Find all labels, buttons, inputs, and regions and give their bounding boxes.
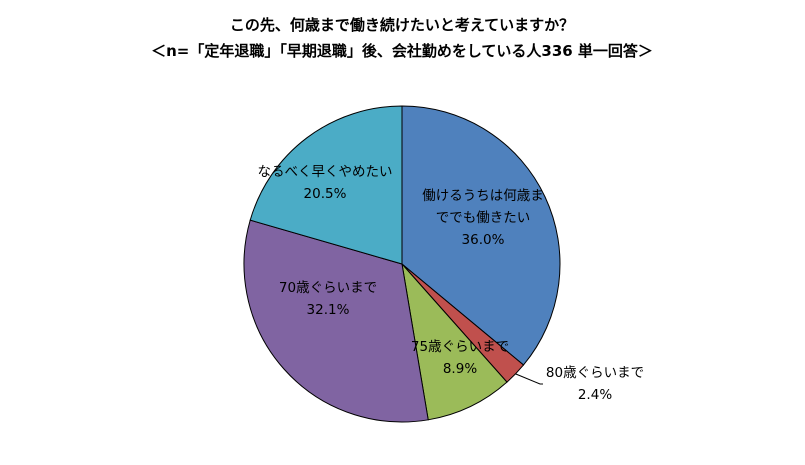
slice-value-label-4: 20.5% [304, 186, 347, 202]
slice-label-4: なるべく早くやめたい [258, 164, 393, 180]
slice-label-3: 70歳ぐらいまで [279, 280, 377, 296]
slice-label-0: 働けるうちは何歳ま [422, 188, 544, 204]
pie-slice-4 [249, 105, 403, 265]
slice-value-label-2: 8.9% [443, 361, 477, 377]
pie-slice-0 [401, 105, 561, 366]
chart-title: この先、何歳まで働き続けたいと考えていますか？ [230, 16, 574, 34]
slice-label-2: 75歳ぐらいまで [411, 339, 509, 355]
slice-label-0: ででも働きたい [436, 210, 531, 226]
pie-slice-3 [243, 219, 429, 423]
slice-value-label-1: 2.4% [578, 387, 612, 403]
slice-value-label-0: 36.0% [462, 232, 505, 248]
leader-line-1 [515, 373, 543, 385]
slice-label-1: 80歳ぐらいまで [546, 365, 644, 381]
pie-slice-2 [401, 262, 508, 421]
slice-value-label-3: 32.1% [307, 302, 350, 318]
chart-subtitle: ＜n=「定年退職」「早期退職」後、会社勤めをしている人336 単一回答＞ [151, 42, 653, 60]
pie-slices [243, 105, 561, 423]
